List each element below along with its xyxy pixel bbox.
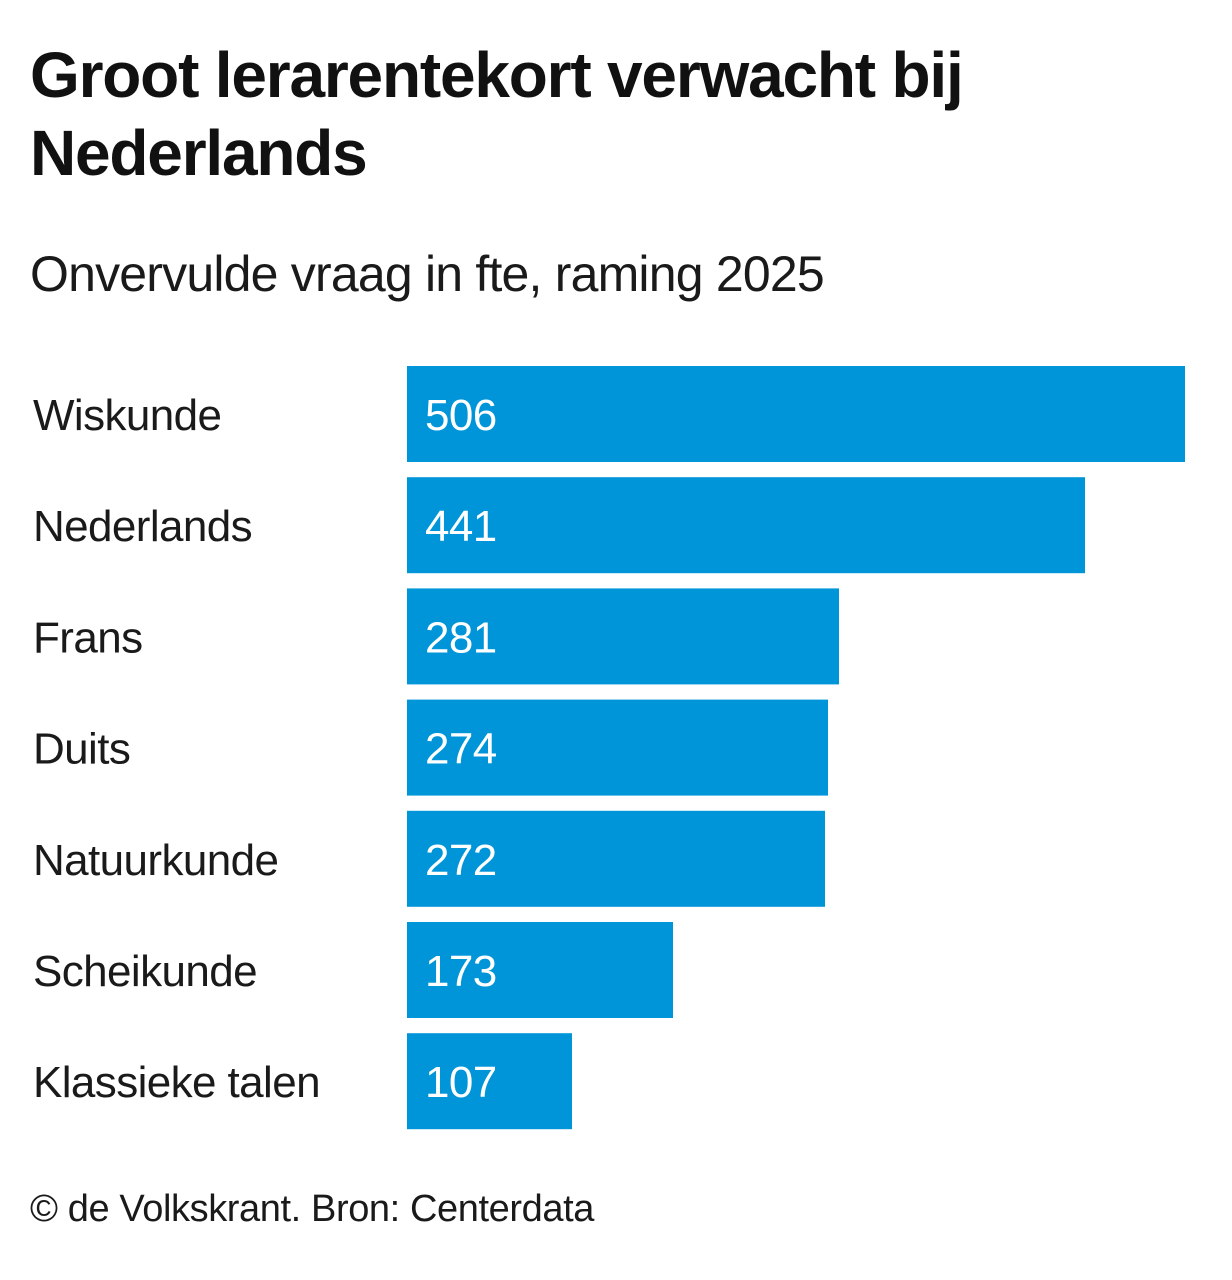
bar (407, 366, 1185, 462)
category-label: Frans (33, 613, 142, 662)
value-label: 274 (425, 725, 497, 774)
bar-row-nederlands: Nederlands 441 (33, 477, 1085, 574)
bar-row-natuurkunde: Natuurkunde 272 (33, 810, 825, 907)
bar (407, 699, 828, 796)
bar-row-wiskunde: Wiskunde 506 (33, 366, 1185, 462)
category-label: Wiskunde (33, 391, 221, 440)
value-label: 506 (425, 391, 497, 440)
chart-title: Groot lerarentekort verwacht bij Nederla… (30, 39, 964, 189)
category-label: Nederlands (33, 502, 252, 551)
bar-row-frans: Frans 281 (33, 588, 839, 685)
bar (407, 810, 825, 907)
category-label: Scheikunde (33, 947, 257, 996)
bar (407, 922, 673, 1018)
value-label: 281 (425, 613, 497, 662)
category-label: Natuurkunde (33, 836, 278, 885)
bar (407, 588, 839, 685)
value-label: 272 (425, 836, 497, 885)
bar (407, 477, 1085, 574)
value-label: 441 (425, 502, 497, 551)
category-label: Klassieke talen (33, 1058, 320, 1107)
source-credit: © de Volkskrant. Bron: Centerdata (30, 1188, 594, 1230)
value-label: 173 (425, 947, 497, 996)
value-label: 107 (425, 1058, 497, 1107)
bar-row-klassieke-talen: Klassieke talen 107 (33, 1033, 572, 1130)
bar-row-scheikunde: Scheikunde 173 (33, 922, 673, 1018)
category-label: Duits (33, 725, 130, 774)
bar-row-duits: Duits 274 (33, 699, 828, 796)
chart-subtitle: Onvervulde vraag in fte, raming 2025 (30, 246, 825, 302)
bar (407, 1033, 572, 1130)
